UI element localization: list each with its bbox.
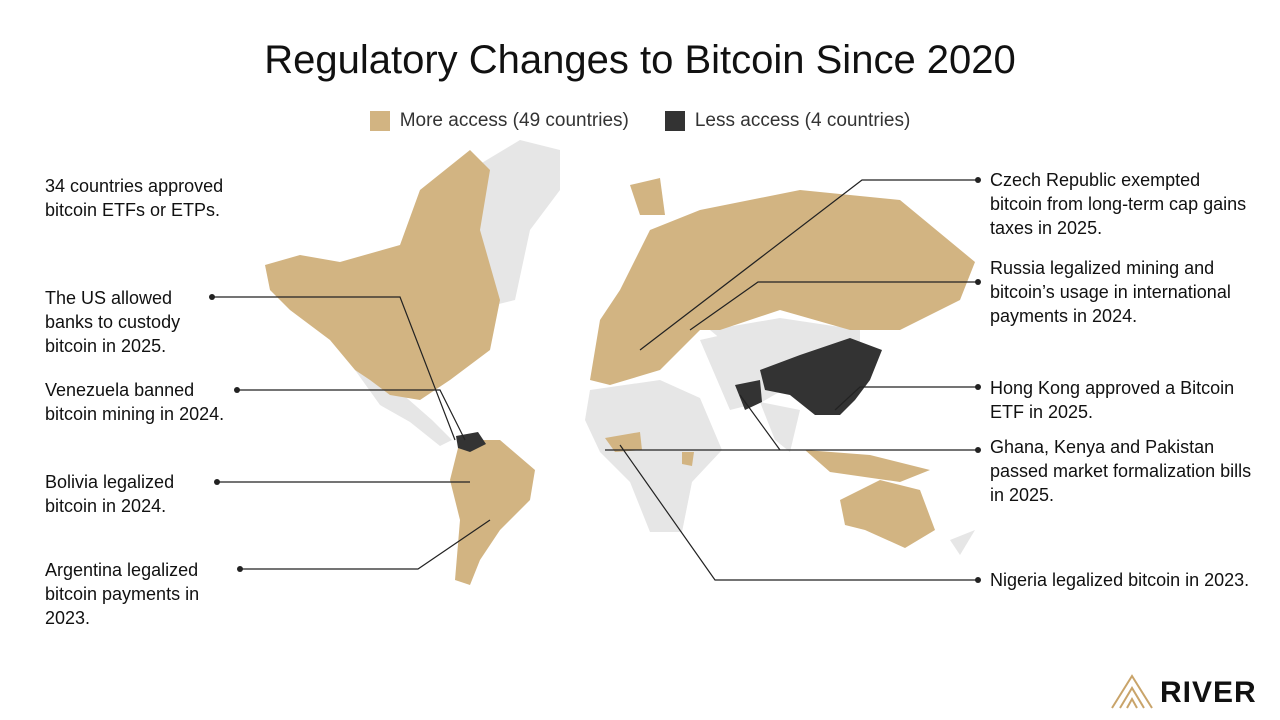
leader-lines (212, 179, 978, 581)
legend-label: More access (49 countries) (399, 110, 629, 131)
annotation: Ghana, Kenya and Pakistan passed market … (990, 437, 1252, 505)
leader-dots (209, 177, 981, 583)
legend-item: Less access (4 countries) (664, 110, 911, 132)
legend: More access (49 countries) Less access (… (0, 110, 1280, 132)
annotation: Czech Republic exempted bitcoin from lon… (990, 170, 1247, 238)
less-access-land (456, 338, 882, 452)
legend-label: Less access (4 countries) (694, 110, 911, 131)
title: Regulatory Changes to Bitcoin Since 2020 (264, 38, 1016, 82)
logo: RIVER (1160, 676, 1257, 709)
logo-icon (1111, 674, 1153, 709)
annotation: Russia legalized mining and bitcoin’s us… (990, 258, 1231, 326)
more-access-land (265, 150, 975, 585)
legend-swatch (664, 111, 685, 131)
legend-swatch (369, 111, 390, 131)
annotation: The US allowed banks to custody bitcoin … (45, 288, 181, 356)
legend-item: More access (49 countries) (369, 110, 629, 132)
annotation: Argentina legalized bitcoin payments in … (45, 560, 200, 628)
annotation: Nigeria legalized bitcoin in 2023. (990, 570, 1250, 590)
annotation: Venezuela banned bitcoin mining in 2024. (45, 380, 225, 424)
annotation: Hong Kong approved a Bitcoin ETF in 2025… (990, 378, 1235, 422)
annotation: Bolivia legalized bitcoin in 2024. (45, 472, 175, 516)
annotation: 34 countries approved bitcoin ETFs or ET… (45, 176, 224, 220)
